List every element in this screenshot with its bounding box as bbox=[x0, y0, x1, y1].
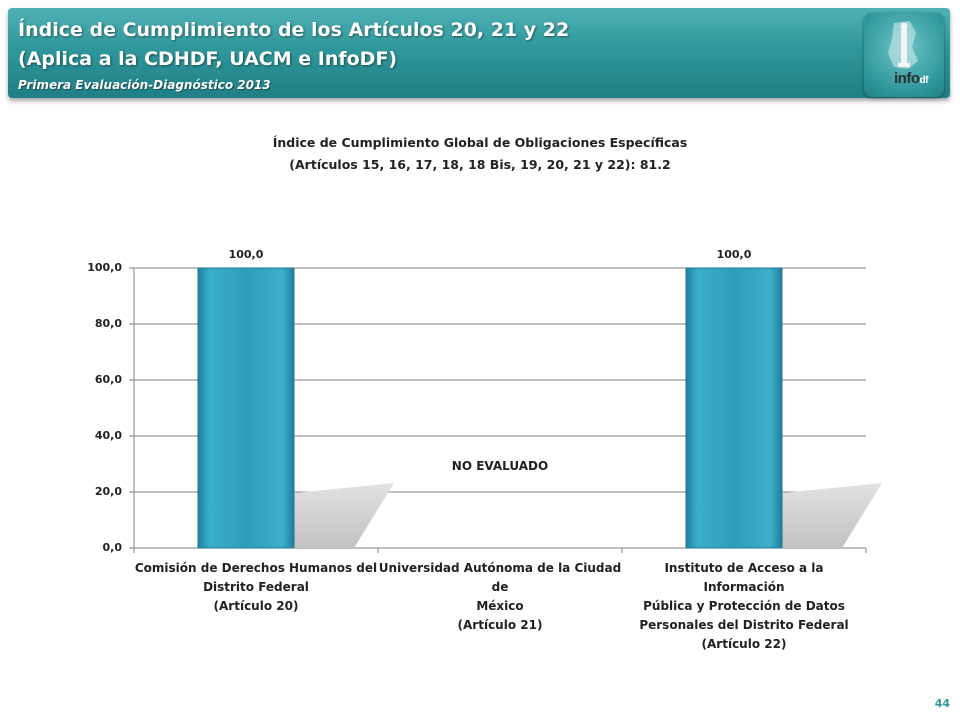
x-category-label: Instituto de Acceso a la Información Públ… bbox=[622, 559, 866, 654]
y-tick-label: 0,0 bbox=[102, 541, 123, 554]
x-category-label-line: Personales del Distrito Federal bbox=[639, 618, 849, 632]
y-tick-label: 60,0 bbox=[94, 373, 122, 386]
logo-text-main: info bbox=[894, 70, 920, 87]
x-category-label-line: (Artículo 22) bbox=[701, 637, 787, 651]
logo-text: infodf bbox=[894, 70, 928, 87]
title-banner bbox=[8, 8, 950, 98]
page-title-line1: Índice de Cumplimiento de los Artículos … bbox=[18, 19, 570, 41]
chart-title-line2: (Artículos 15, 16, 17, 18, 18 Bis, 19, 2… bbox=[289, 157, 671, 172]
y-tick-label: 100,0 bbox=[87, 261, 122, 274]
x-category-label: Comisión de Derechos Humanos del Distrito… bbox=[134, 559, 378, 616]
chart-title-line1: Índice de Cumplimiento Global de Obligac… bbox=[272, 135, 688, 150]
x-category-label-line: Comisión de Derechos Humanos del bbox=[134, 561, 378, 575]
y-tick-label: 40,0 bbox=[94, 429, 122, 442]
bar bbox=[685, 267, 783, 549]
x-category-label-line: México bbox=[476, 599, 524, 613]
x-category-label-line: Distrito Federal bbox=[203, 580, 309, 594]
infodf-logo bbox=[864, 13, 944, 97]
bar-data-label: 100,0 bbox=[716, 248, 752, 261]
page-subtitle: Primera Evaluación-Diagnóstico 2013 bbox=[18, 78, 271, 92]
x-category-label-line: Instituto de Acceso a la Información bbox=[664, 561, 824, 594]
x-category-label-line: (Artículo 21) bbox=[457, 618, 543, 632]
logo-text-suffix: df bbox=[919, 75, 929, 86]
bar-data-label: 100,0 bbox=[228, 248, 264, 261]
bar-shadow bbox=[294, 483, 394, 548]
x-category-label-line: Pública y Protección de Datos bbox=[643, 599, 845, 613]
y-tick-label: 20,0 bbox=[94, 485, 122, 498]
x-category-label-line: Universidad Autónoma de la Ciudad de bbox=[378, 561, 622, 594]
bar bbox=[197, 267, 295, 549]
bar-shadow bbox=[782, 483, 882, 548]
x-category-label: Universidad Autónoma de la Ciudad de Méxi… bbox=[378, 559, 622, 635]
monument-icon bbox=[888, 21, 918, 69]
page-title-line2: (Aplica a la CDHDF, UACM e InfoDF) bbox=[18, 48, 398, 70]
y-tick-label: 80,0 bbox=[94, 317, 122, 330]
not-evaluated-annotation: NO EVALUADO bbox=[451, 459, 549, 473]
x-category-label-line: (Artículo 20) bbox=[213, 599, 299, 613]
page-number: 44 bbox=[934, 697, 950, 710]
